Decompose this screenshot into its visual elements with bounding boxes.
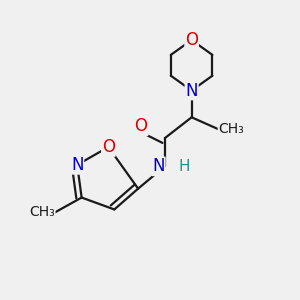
Text: CH₃: CH₃	[218, 122, 244, 136]
Text: H: H	[178, 159, 190, 174]
Text: N: N	[185, 82, 198, 100]
Text: O: O	[135, 117, 148, 135]
Text: N: N	[152, 157, 165, 175]
Text: O: O	[102, 138, 115, 156]
Text: N: N	[71, 156, 83, 174]
Text: CH₃: CH₃	[29, 206, 55, 219]
Text: O: O	[185, 31, 198, 49]
